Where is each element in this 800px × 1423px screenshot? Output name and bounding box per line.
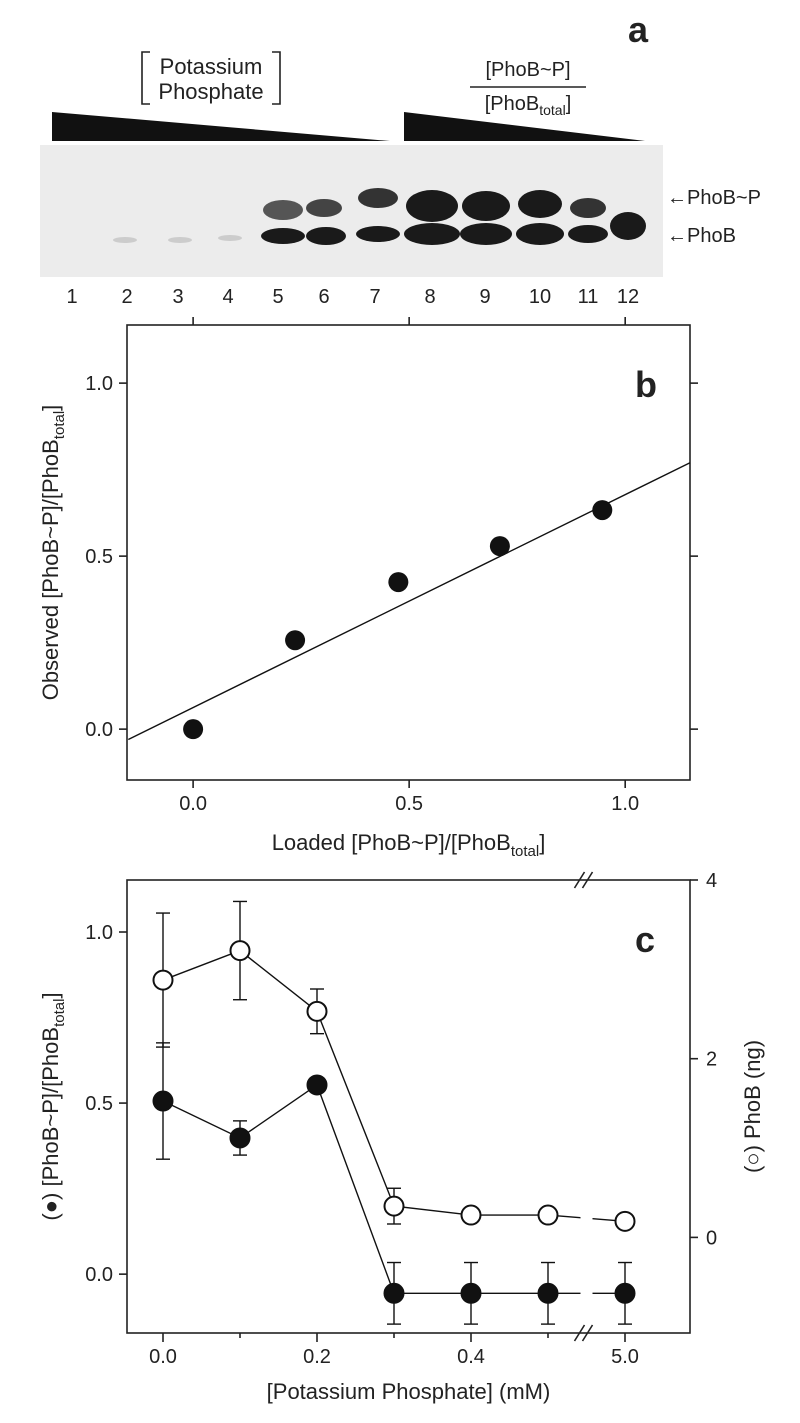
y-tick-label: 0.0: [85, 1264, 113, 1286]
lane-number: 3: [172, 286, 183, 308]
lane-number: 10: [529, 286, 551, 308]
break-gap: [580, 882, 593, 1331]
lane-number: 7: [369, 286, 380, 308]
ratio-text: [PhoBtotal]: [485, 93, 572, 118]
lane-number: 5: [272, 286, 283, 308]
point: [306, 1074, 328, 1096]
point: [306, 1000, 328, 1022]
point: [383, 1282, 405, 1304]
panel-label: a: [628, 9, 649, 50]
point: [489, 536, 510, 557]
label-sub: total: [51, 999, 68, 1027]
y-axis-label: Observed [PhoB~P]/[PhoBtotal]: [38, 405, 68, 701]
y2-tick-label: 2: [706, 1049, 717, 1071]
point: [152, 969, 174, 991]
x-axis-label: Loaded [PhoB~P]/[PhoBtotal]: [272, 830, 546, 860]
x-tick-label: 0.2: [303, 1346, 331, 1368]
lane-number: 2: [121, 286, 132, 308]
bracket-text: Potassium: [160, 54, 263, 79]
series-line: [162, 949, 626, 1223]
wedge: [404, 112, 645, 141]
ratio-text: [PhoB~P]: [485, 59, 570, 81]
label-sub: total: [511, 843, 539, 860]
label-part: (●) [PhoB~P]/[PhoB: [38, 1027, 63, 1221]
lane-number: 4: [222, 286, 233, 308]
point: [152, 1090, 174, 1112]
point: [614, 1210, 636, 1232]
label-part: ]: [38, 405, 63, 411]
lane-number: 12: [617, 286, 639, 308]
bands: [113, 188, 646, 245]
point: [383, 1195, 405, 1217]
band-label: ←PhoB: [667, 225, 736, 247]
label-part: Observed [PhoB~P]/[PhoB: [38, 439, 63, 700]
point: [614, 1282, 636, 1304]
y2-axis-label: (○) PhoB (ng): [740, 1040, 765, 1173]
point: [285, 630, 306, 651]
bracket-text: Phosphate: [158, 79, 263, 104]
x-tick-label: 5.0: [611, 1346, 639, 1368]
axis-break: [573, 871, 594, 1342]
point: [537, 1282, 559, 1304]
y-axis-label: (●) [PhoB~P]/[PhoBtotal]: [38, 992, 68, 1220]
panel-label: b: [635, 364, 657, 405]
x-tick-label: 0.0: [179, 793, 207, 815]
plot-frame: [126, 324, 691, 781]
x-tick-label: 1.0: [611, 793, 639, 815]
wedge: [52, 112, 390, 141]
y2-tick-label: 4: [706, 870, 717, 892]
point: [183, 719, 204, 740]
y-tick-label: 0.5: [85, 546, 113, 568]
band-label: ←PhoB~P: [667, 187, 761, 209]
point: [229, 940, 251, 962]
lane-number: 1: [66, 286, 77, 308]
point: [388, 572, 409, 593]
lane-number: 6: [318, 286, 329, 308]
y-tick-label: 0.5: [85, 1093, 113, 1115]
gel-panel: a Potassium Phosphate [PhoB~P] [PhoBtota…: [40, 9, 761, 277]
point: [592, 500, 613, 521]
y-tick-label: 1.0: [85, 373, 113, 395]
x-tick-label: 0.0: [149, 1346, 177, 1368]
bracket: [141, 51, 281, 105]
label-sub: total: [51, 411, 68, 439]
lane-number: 9: [479, 286, 490, 308]
y-tick-label: 1.0: [85, 922, 113, 944]
lane-number: 11: [578, 286, 599, 308]
x-tick-label: 0.5: [395, 793, 423, 815]
gel-image: [40, 145, 663, 277]
label-part: Loaded [PhoB~P]/[PhoB: [272, 830, 511, 855]
point: [460, 1282, 482, 1304]
panel-label: c: [635, 919, 655, 960]
point: [460, 1204, 482, 1226]
x-tick-label: 0.4: [457, 1346, 485, 1368]
y2-tick-label: 0: [706, 1227, 717, 1249]
plot-frame: [126, 879, 691, 1334]
x-axis-label: [Potassium Phosphate] (mM): [267, 1379, 551, 1404]
y-tick-label: 0.0: [85, 719, 113, 741]
label-part: ]: [38, 992, 63, 998]
label-part: ]: [539, 830, 545, 855]
lane-number: 8: [424, 286, 435, 308]
point: [537, 1204, 559, 1226]
point: [229, 1127, 251, 1149]
